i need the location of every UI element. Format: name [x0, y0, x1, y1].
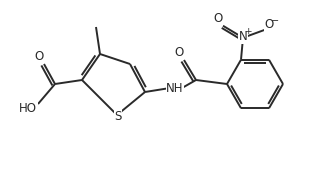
Text: O: O: [175, 46, 184, 58]
Text: O: O: [213, 12, 223, 25]
Text: O: O: [34, 50, 43, 62]
Text: −: −: [271, 16, 279, 26]
Text: N: N: [239, 30, 247, 43]
Text: S: S: [114, 110, 122, 122]
Text: O: O: [264, 18, 274, 31]
Text: +: +: [244, 27, 252, 36]
Text: HO: HO: [19, 101, 37, 115]
Text: NH: NH: [166, 82, 184, 94]
